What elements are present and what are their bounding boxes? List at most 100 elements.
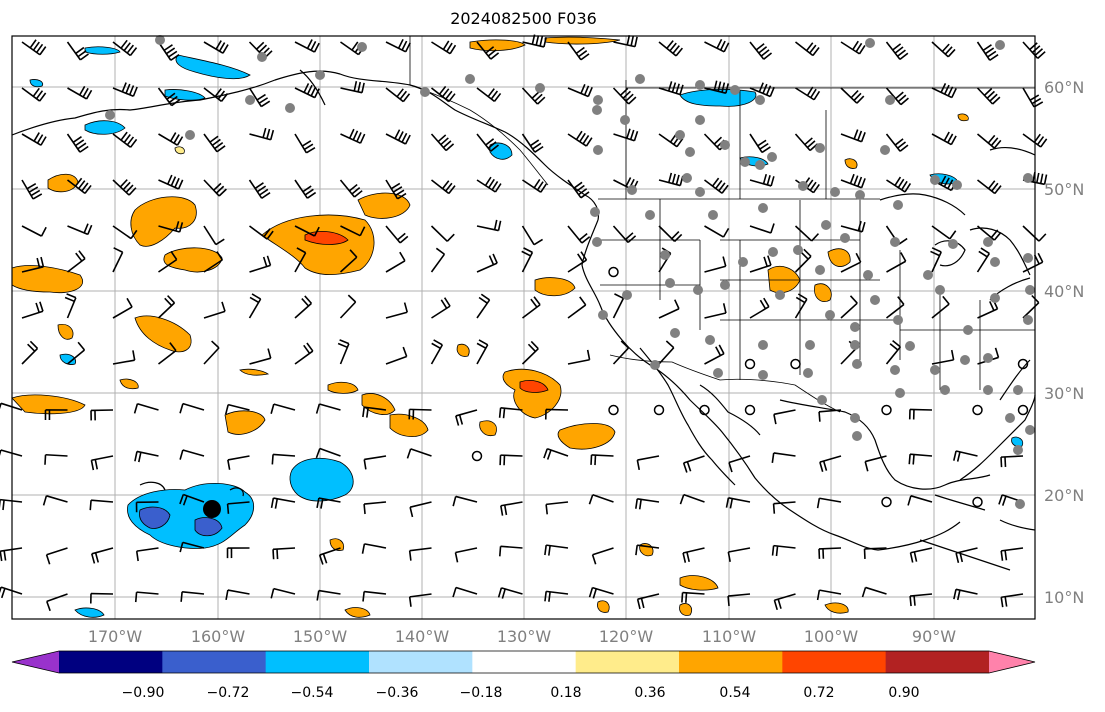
wind-barb	[385, 129, 411, 145]
wind-barb	[658, 172, 684, 187]
colorbar-tick-label: −0.90	[122, 685, 165, 701]
wind-barb	[931, 349, 955, 365]
colorbar-swatch	[575, 651, 680, 673]
wind-barb	[567, 225, 591, 244]
wind-barb	[953, 450, 978, 462]
calm-wind-circle	[881, 496, 892, 508]
station-dot	[627, 185, 637, 195]
wind-barb	[679, 493, 705, 505]
wind-barb	[385, 38, 411, 53]
lat-label: 60°N	[1044, 78, 1084, 97]
wind-barb	[635, 498, 660, 510]
wind-barb	[67, 85, 93, 100]
wind-barb	[794, 225, 820, 242]
wind-barb	[818, 547, 842, 559]
wind-barb	[21, 301, 44, 319]
wind-barb	[248, 293, 262, 319]
colorbar-tick-label: −0.54	[291, 685, 334, 701]
station-dot	[695, 187, 705, 197]
colorbar-tick-label: −0.18	[460, 685, 503, 701]
contour-blue	[489, 142, 513, 160]
wind-barb	[294, 83, 320, 99]
lon-label: 170°W	[88, 627, 143, 646]
calm-wind-circle	[972, 404, 983, 416]
station-dot	[670, 328, 680, 338]
contour-orange	[544, 36, 621, 45]
wind-barb	[612, 225, 637, 244]
station-dot	[758, 203, 768, 213]
contour-blue	[84, 120, 126, 135]
station-dot	[705, 335, 715, 345]
station-dot	[840, 233, 850, 243]
wind-barb	[385, 302, 408, 319]
lon-label: 130°W	[497, 627, 552, 646]
station-dot	[315, 70, 325, 80]
wind-barb	[976, 87, 1001, 105]
contour-orange	[239, 368, 270, 376]
station-dot	[755, 160, 765, 170]
wind-barb	[704, 38, 730, 53]
wind-barb	[840, 173, 866, 189]
wind-barb	[249, 127, 275, 141]
wind-barb	[91, 547, 114, 564]
wind-barb	[613, 128, 639, 142]
station-dot	[855, 190, 865, 200]
wind-barb	[931, 83, 957, 99]
colorbar-tick-labels: −0.90 −0.72 −0.54 −0.36 −0.18 0.18 0.36 …	[122, 685, 920, 701]
contour-orange	[827, 248, 851, 267]
wind-barb	[203, 87, 229, 103]
station-dot	[798, 181, 808, 191]
wind-barb	[408, 547, 432, 561]
station-dot	[890, 365, 900, 375]
wind-barb	[430, 133, 455, 152]
wind-barb	[771, 452, 796, 463]
colorbar-swatch	[369, 651, 473, 673]
wind-barb	[248, 87, 271, 108]
wind-barb	[773, 409, 796, 425]
calm-wind-circle	[790, 358, 801, 370]
calm-wind-circles	[471, 266, 1029, 508]
contour-orange	[327, 381, 359, 394]
wind-barb	[203, 225, 225, 246]
wind-barb	[67, 177, 92, 195]
wind-barb	[363, 501, 387, 515]
contour-orange	[502, 368, 562, 419]
wind-barb	[544, 544, 569, 556]
wind-barb	[294, 247, 307, 273]
station-dot	[593, 145, 603, 155]
wind-barb	[885, 87, 909, 106]
station-dot	[535, 83, 545, 93]
contour-royalblue	[194, 517, 223, 537]
wind-barb	[476, 87, 502, 103]
colorbar-tick-label: 0.90	[888, 685, 919, 701]
contour-blue	[289, 457, 354, 502]
wind-barb	[112, 131, 138, 148]
wind-barb	[112, 247, 124, 273]
wind-barb	[818, 409, 842, 422]
station-dot	[850, 413, 860, 423]
coastlines	[11, 69, 1036, 571]
wind-barb	[249, 255, 272, 273]
wind-barb	[1000, 547, 1024, 561]
station-dot	[257, 52, 267, 62]
contour-orange	[130, 196, 197, 247]
calm-wind-circle	[1017, 358, 1029, 370]
wind-barb	[795, 86, 821, 101]
contour-orange	[957, 113, 969, 122]
map-title: 2024082500 F036	[450, 9, 597, 28]
station-dot	[155, 35, 165, 45]
wind-barb	[681, 591, 705, 603]
wind-barb	[931, 295, 950, 319]
colorbar-extend-min	[12, 651, 59, 673]
wind-barb	[454, 547, 478, 563]
wind-barb	[0, 586, 23, 599]
wind-barb	[66, 341, 86, 365]
wind-barb	[497, 587, 523, 599]
station-dot	[768, 247, 778, 257]
wind-barb	[294, 225, 320, 237]
wind-barb	[385, 251, 406, 273]
wind-barb	[157, 87, 181, 107]
station-dot	[948, 239, 958, 249]
wind-barb	[270, 497, 296, 509]
colorbar-swatch	[265, 651, 370, 673]
